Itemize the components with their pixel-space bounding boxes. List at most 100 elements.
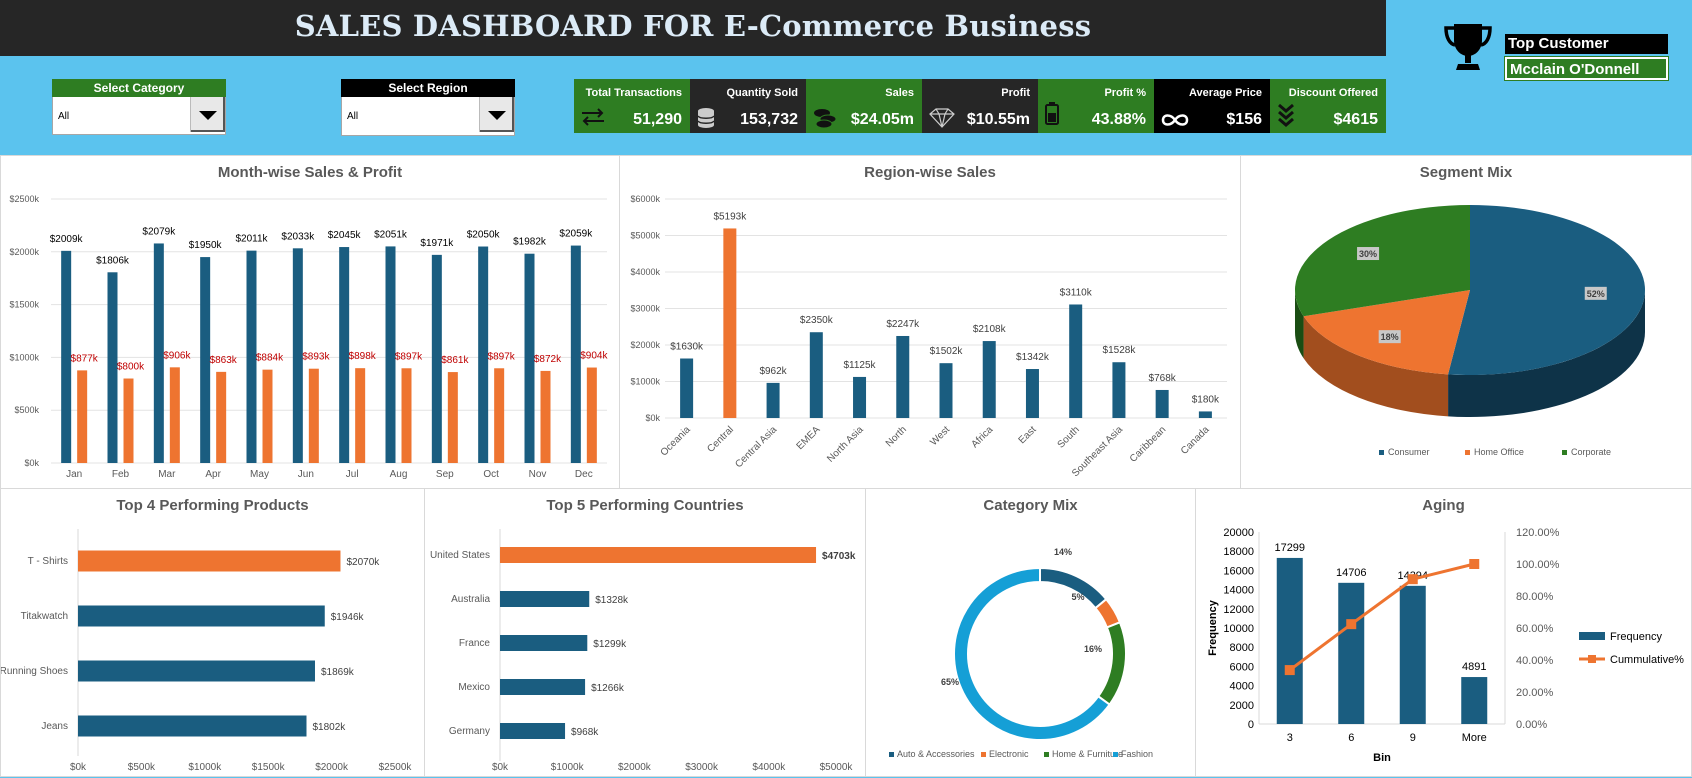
data-label: $898k [349,351,377,362]
region-bar [896,335,910,418]
category-dropdown[interactable]: All [52,97,226,135]
y-tick-label: $6000k [630,194,660,204]
region-sales-panel: Region-wise Sales $0k $1000k $2000k $3000k $… [619,155,1241,489]
x-tick-label: Canada [1179,424,1212,457]
kpi-value: $10.55m [966,111,1030,128]
legend-label: Corporate [1571,447,1611,457]
chart-title: Aging [1422,497,1465,514]
cumulative-line [1288,562,1475,672]
x-tick-label: Mar [158,469,176,480]
region-bar [1198,411,1212,418]
kpi-value: 43.88% [1091,111,1146,128]
data-label: $1502k [930,346,964,357]
data-label: $768k [1149,373,1177,384]
region-bar [853,376,867,418]
x-tick-label: Jan [66,469,82,480]
x-tick-label: $1000k [551,762,585,773]
top-countries-chart: $0k $1000k $2000k $3000k $4000k $5000k United … [430,529,856,773]
x-tick-label: North [884,424,909,449]
sales-bar [200,257,211,463]
data-label-box [1584,286,1607,300]
x-tick-label: May [250,469,269,480]
region-value: All [347,111,359,122]
category-slicer[interactable]: Select Category All [52,79,226,135]
legend-label: Home Office [1474,447,1524,457]
chevron-down-icon[interactable] [190,97,225,132]
kpi-label: Discount Offered [1288,87,1378,99]
kpi-label: Sales [885,87,914,99]
cumulative-marker [1346,619,1357,630]
top-customer-value[interactable]: Mcclain O'Donnell [1504,56,1669,81]
kpi-value: 51,290 [633,111,682,128]
month-sales-profit-panel: Month-wise Sales & Profit $0k $500k $1000k… [0,155,620,489]
data-label: $2045k [328,230,362,241]
y-tick-label: T - Shirts [28,556,68,567]
data-label: $180k [1192,394,1220,405]
chevron-down-icon[interactable] [479,97,514,132]
diamond-icon [929,108,955,128]
x-tick-label: Caribbean [1128,424,1168,464]
x-tick-label: Central [705,424,736,455]
frequency-bar [1399,585,1426,724]
region-bar [1112,362,1126,418]
hbar [78,715,307,737]
y2-tick-label: 80.00% [1516,591,1554,603]
profit-bar [447,372,458,463]
data-label: 52% [1587,289,1605,299]
transfer-arrows-icon [582,108,604,126]
data-label-box [1357,247,1380,261]
coins-icon [814,109,837,129]
kpi-label: Average Price [1189,87,1262,99]
data-label: $1806k [96,255,130,266]
kpi-value: $24.05m [850,111,914,128]
page-title: SALES DASHBOARD FOR E-Commerce Business [294,9,1092,43]
chart-title: Segment Mix [1419,164,1513,181]
profit-bar [540,370,551,463]
data-label: $904k [580,351,608,362]
y-tick-label: $4000k [630,267,660,277]
data-label: $4703k [822,551,856,562]
sales-bar [153,243,164,463]
data-label: 65% [941,677,959,687]
y-tick-label: $3000k [630,304,660,314]
y-tick-label: France [459,638,491,649]
x-tick-label: More [1462,732,1487,744]
category-value: All [58,111,70,122]
donut-slice [953,566,1111,741]
data-label: $2059k [559,229,593,240]
region-bar [809,332,823,418]
x-tick-label: $5000k [820,762,854,773]
region-bar [1069,304,1083,418]
x-tick-label: Apr [205,469,221,480]
y2-tick-label: 100.00% [1516,559,1560,571]
y-tick-label: Running Shoes [1,666,68,677]
data-label: $3110k [1060,287,1093,298]
donut-slice [1096,621,1127,706]
x-tick-label: $1000k [188,762,222,773]
y-tick-label: $2000k [630,340,660,350]
data-label: 4891 [1462,661,1486,673]
profit-bar [355,368,366,463]
y-tick-label: $0k [645,413,660,423]
donut-slice [1039,566,1108,610]
chart-title: Category Mix [983,497,1078,514]
data-label: $1971k [420,238,454,249]
sales-bar [339,247,350,463]
region-slicer-label: Select Region [341,79,515,97]
y-tick-label: 14000 [1223,585,1254,597]
x-tick-label: Feb [112,469,130,480]
legend-label: Home & Furniture [1052,749,1123,759]
y-tick-label: $1000k [630,377,660,387]
sales-bar [431,254,442,463]
hbar [500,635,588,651]
region-dropdown[interactable]: All [341,97,515,136]
kpi-value: $156 [1226,111,1262,128]
legend-label: Cummulative% [1610,654,1684,666]
profit-bar [216,371,227,463]
pie-slice [1448,205,1646,375]
region-slicer[interactable]: Select Region All [341,79,515,136]
chevrons-down-icon [1278,103,1294,127]
x-tick-label: 6 [1348,732,1354,744]
legend-label: Frequency [1610,631,1662,643]
cumulative-marker [1469,559,1480,569]
